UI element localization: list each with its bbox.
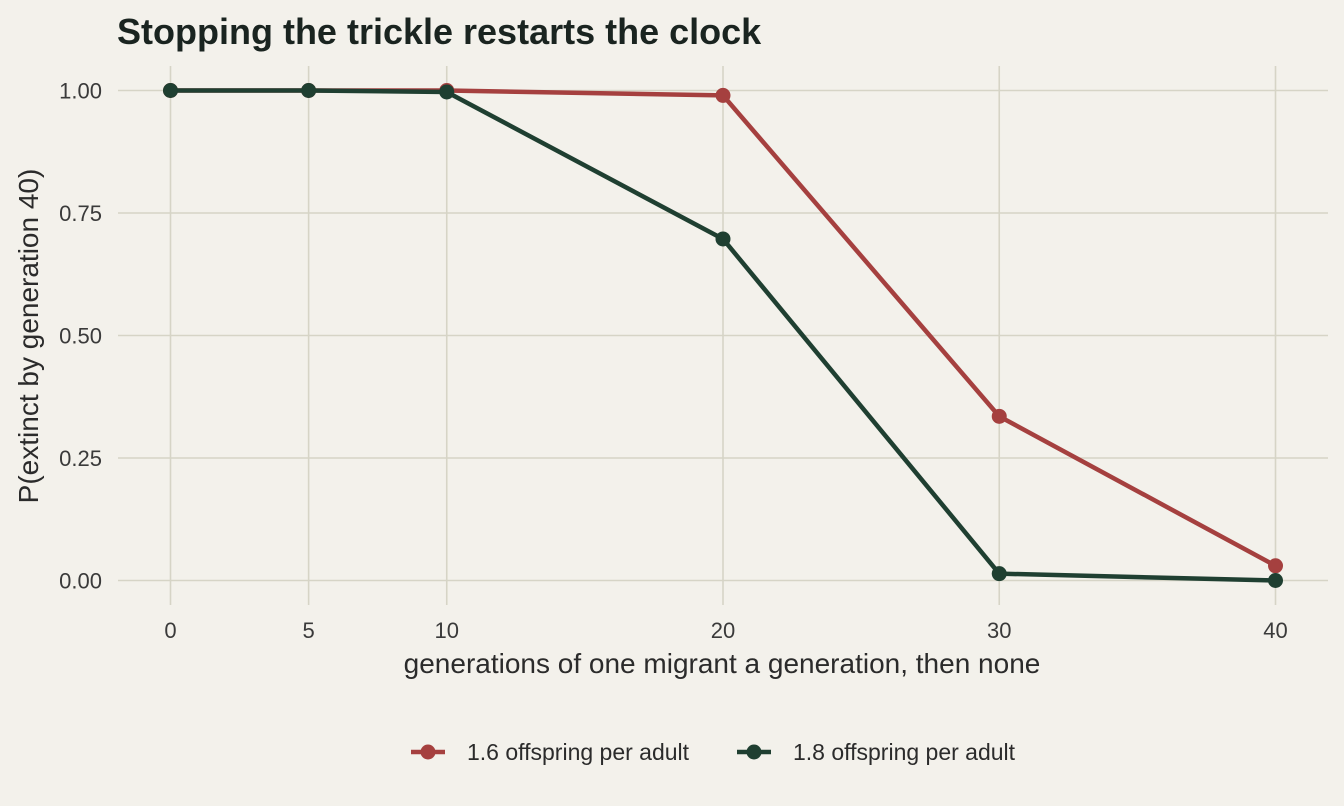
y-tick-label: 1.00 bbox=[59, 79, 102, 104]
data-point bbox=[439, 84, 455, 100]
series-layer bbox=[162, 83, 1284, 588]
data-point bbox=[1268, 573, 1284, 588]
x-tick-label: 0 bbox=[164, 618, 176, 643]
x-tick-label: 40 bbox=[1263, 618, 1287, 643]
data-point bbox=[301, 83, 317, 98]
legend-item: 1.6 offspring per adult bbox=[411, 739, 690, 765]
data-point bbox=[991, 408, 1007, 424]
legend: 1.6 offspring per adult 1.8 offspring per… bbox=[411, 739, 1016, 765]
legend-key-point bbox=[420, 744, 436, 760]
legend-item: 1.8 offspring per adult bbox=[737, 739, 1016, 765]
x-axis-ticks: 0 5 10 20 30 40 bbox=[164, 618, 1287, 643]
data-point bbox=[715, 87, 731, 103]
x-tick-label: 5 bbox=[302, 618, 314, 643]
x-tick-label: 20 bbox=[711, 618, 735, 643]
y-tick-label: 0.75 bbox=[59, 201, 102, 226]
x-tick-label: 10 bbox=[435, 618, 459, 643]
data-point bbox=[1268, 558, 1284, 574]
series-2 bbox=[162, 83, 1284, 588]
y-tick-label: 0.25 bbox=[59, 446, 102, 471]
y-tick-label: 0.00 bbox=[59, 569, 102, 594]
data-point bbox=[991, 566, 1007, 582]
legend-label: 1.8 offspring per adult bbox=[793, 739, 1016, 765]
y-tick-label: 0.50 bbox=[59, 324, 102, 349]
data-point bbox=[162, 83, 178, 98]
y-axis-title: P(extinct by generation 40) bbox=[13, 169, 44, 504]
x-axis-title: generations of one migrant a generation,… bbox=[404, 648, 1041, 679]
x-tick-label: 30 bbox=[987, 618, 1011, 643]
legend-key-point bbox=[746, 744, 762, 760]
data-point bbox=[715, 231, 731, 247]
chart-title: Stopping the trickle restarts the clock bbox=[117, 11, 762, 52]
y-axis-ticks: 0.00 0.25 0.50 0.75 1.00 bbox=[59, 79, 102, 594]
series-line bbox=[170, 88, 1276, 583]
legend-label: 1.6 offspring per adult bbox=[467, 739, 690, 765]
